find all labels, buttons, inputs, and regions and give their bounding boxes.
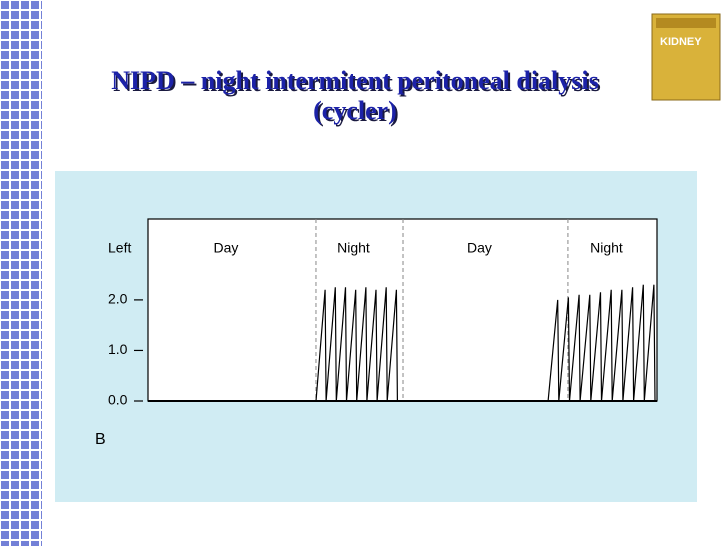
cover-title: KIDNEY [660, 36, 702, 48]
y-tick-label: 2.0 [108, 291, 128, 307]
book-cover [651, 13, 721, 101]
slide-title: NIPD – night intermitent peritoneal dial… [111, 66, 599, 125]
volume-line [148, 284, 656, 402]
side-stripe [0, 0, 42, 546]
period-label: Night [337, 240, 370, 256]
period-label: Day [467, 240, 492, 256]
panel-label: B [95, 431, 106, 448]
cover-band [656, 18, 716, 28]
y-tick-label: 0.0 [108, 392, 128, 408]
y-axis-label: Left [108, 240, 131, 256]
y-tick-label: 1.0 [108, 341, 128, 357]
period-label: Day [214, 240, 239, 256]
period-label: Night [590, 240, 623, 256]
